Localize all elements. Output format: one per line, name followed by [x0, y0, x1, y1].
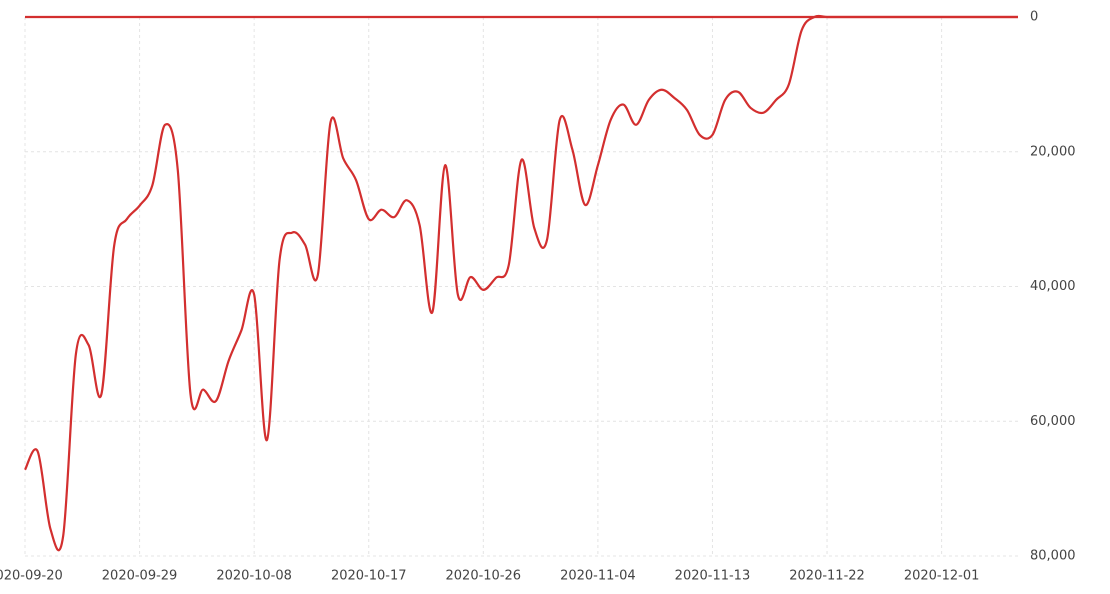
y-tick-label: 40,000 [1030, 279, 1076, 294]
x-tick-label: 2020-11-04 [560, 569, 636, 584]
x-tick-label: 2020-11-22 [789, 569, 865, 584]
x-tick-label: 2020-09-29 [102, 569, 178, 584]
y-tick-label: 20,000 [1030, 144, 1076, 159]
x-tick-label: 2020-10-08 [216, 569, 292, 584]
y-tick-label: 60,000 [1030, 414, 1076, 429]
y-tick-label: 80,000 [1030, 549, 1076, 564]
line-series [24, 14, 1018, 552]
x-tick-label: 2020-10-26 [446, 569, 522, 584]
x-tick-label: 2020-10-17 [331, 569, 407, 584]
x-tick-label: 2020-11-13 [675, 569, 751, 584]
x-tick-label: 2020-12-01 [904, 569, 980, 584]
x-tick-label: 2020-09-20 [0, 569, 63, 584]
y-tick-label: 0 [1030, 10, 1038, 25]
